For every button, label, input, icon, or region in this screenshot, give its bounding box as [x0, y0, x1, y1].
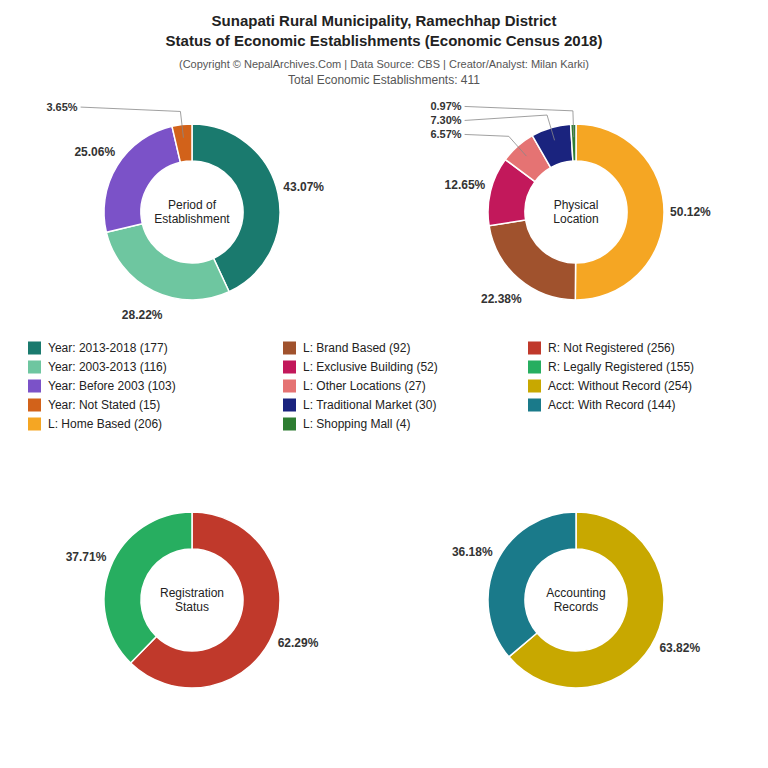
legend-swatch [283, 380, 296, 393]
legend-swatch [283, 361, 296, 374]
legend-swatch [528, 361, 541, 374]
slice [489, 220, 576, 300]
data-label: 37.71% [66, 550, 107, 564]
slices [488, 512, 664, 688]
data-label: 63.82% [659, 641, 700, 655]
legend: Year: 2013-2018 (177) Year: 2003-2013 (11… [28, 341, 694, 431]
data-label: 7.30% [430, 114, 461, 126]
title: Sunapati Rural Municipality, Ramechhap D… [212, 12, 557, 29]
donut-chart: AccountingRecords 63.82% 36.18% [452, 512, 701, 688]
slice [532, 124, 573, 168]
legend-label: Year: 2013-2018 (177) [48, 341, 168, 355]
legend-label: R: Legally Registered (155) [548, 360, 694, 374]
legend-item: Year: Not Stated (15) [28, 398, 160, 412]
legend-label: Year: Before 2003 (103) [48, 379, 176, 393]
data-label: 0.97% [430, 100, 461, 112]
legend-item: L: Home Based (206) [28, 417, 162, 431]
center-label: AccountingRecords [546, 586, 605, 614]
legend-swatch [28, 380, 41, 393]
legend-label: L: Brand Based (92) [303, 341, 410, 355]
legend-label: L: Exclusive Building (52) [303, 360, 438, 374]
slice [172, 124, 192, 162]
data-label: 36.18% [452, 545, 493, 559]
title: Status of Economic Establishments (Econo… [166, 32, 603, 49]
legend-swatch [283, 418, 296, 431]
data-label: 62.29% [278, 636, 319, 650]
legend-item: L: Traditional Market (30) [283, 398, 436, 412]
legend-item: Year: Before 2003 (103) [28, 379, 176, 393]
center-label: Period ofEstablishment [154, 198, 230, 226]
leader-line [465, 115, 555, 140]
legend-label: Year: 2003-2013 (116) [48, 360, 167, 374]
data-label: 6.57% [430, 128, 461, 140]
legend-swatch [528, 399, 541, 412]
legend-label: L: Home Based (206) [48, 417, 162, 431]
legend-item: L: Exclusive Building (52) [283, 360, 438, 374]
legend-swatch [283, 342, 296, 355]
slice [106, 224, 229, 300]
donut-chart: Period ofEstablishment 43.07% 28.22% 25.06%… [46, 101, 324, 322]
legend-swatch [28, 418, 41, 431]
legend-label: L: Traditional Market (30) [303, 398, 436, 412]
legend-label: R: Not Registered (256) [548, 341, 675, 355]
legend-label: L: Shopping Mall (4) [303, 417, 410, 431]
legend-item: R: Not Registered (256) [528, 341, 675, 355]
legend-label: Acct: With Record (144) [548, 398, 675, 412]
legend-item: L: Shopping Mall (4) [283, 417, 410, 431]
subtitle: Total Economic Establishments: 411 [288, 73, 480, 87]
data-label: 12.65% [445, 178, 486, 192]
data-label: 43.07% [283, 180, 324, 194]
slice [488, 512, 576, 657]
legend-item: Acct: Without Record (254) [528, 379, 692, 393]
legend-item: L: Other Locations (27) [283, 379, 426, 393]
legend-item: Year: 2003-2013 (116) [28, 360, 167, 374]
figure: Sunapati Rural Municipality, Ramechhap D… [0, 0, 768, 768]
data-label: 28.22% [122, 308, 163, 322]
data-label: 50.12% [670, 205, 711, 219]
subtitle: (Copyright © NepalArchives.Com | Data So… [179, 58, 589, 70]
slices [488, 124, 664, 300]
legend-item: R: Legally Registered (155) [528, 360, 694, 374]
leader-line [81, 107, 184, 138]
leader-line [465, 106, 574, 137]
center-label: RegistrationStatus [160, 586, 224, 614]
donut-chart: RegistrationStatus 62.29% 37.71% [66, 512, 319, 688]
slices [104, 512, 280, 688]
legend-swatch [528, 342, 541, 355]
legend-label: L: Other Locations (27) [303, 379, 426, 393]
center-label: PhysicalLocation [553, 198, 598, 226]
data-label: 25.06% [74, 145, 115, 159]
leader-line [465, 134, 527, 156]
legend-label: Acct: Without Record (254) [548, 379, 692, 393]
slices [104, 124, 280, 300]
legend-swatch [528, 380, 541, 393]
legend-item: Acct: With Record (144) [528, 398, 675, 412]
data-label: 22.38% [481, 292, 522, 306]
legend-label: Year: Not Stated (15) [48, 398, 160, 412]
legend-item: Year: 2013-2018 (177) [28, 341, 168, 355]
legend-swatch [28, 342, 41, 355]
legend-swatch [283, 399, 296, 412]
donut-chart: PhysicalLocation 50.12% 22.38% 12.65% 0.97% 7… [430, 100, 711, 305]
legend-swatch [28, 361, 41, 374]
legend-swatch [28, 399, 41, 412]
data-label: 3.65% [46, 101, 77, 113]
legend-item: L: Brand Based (92) [283, 341, 410, 355]
